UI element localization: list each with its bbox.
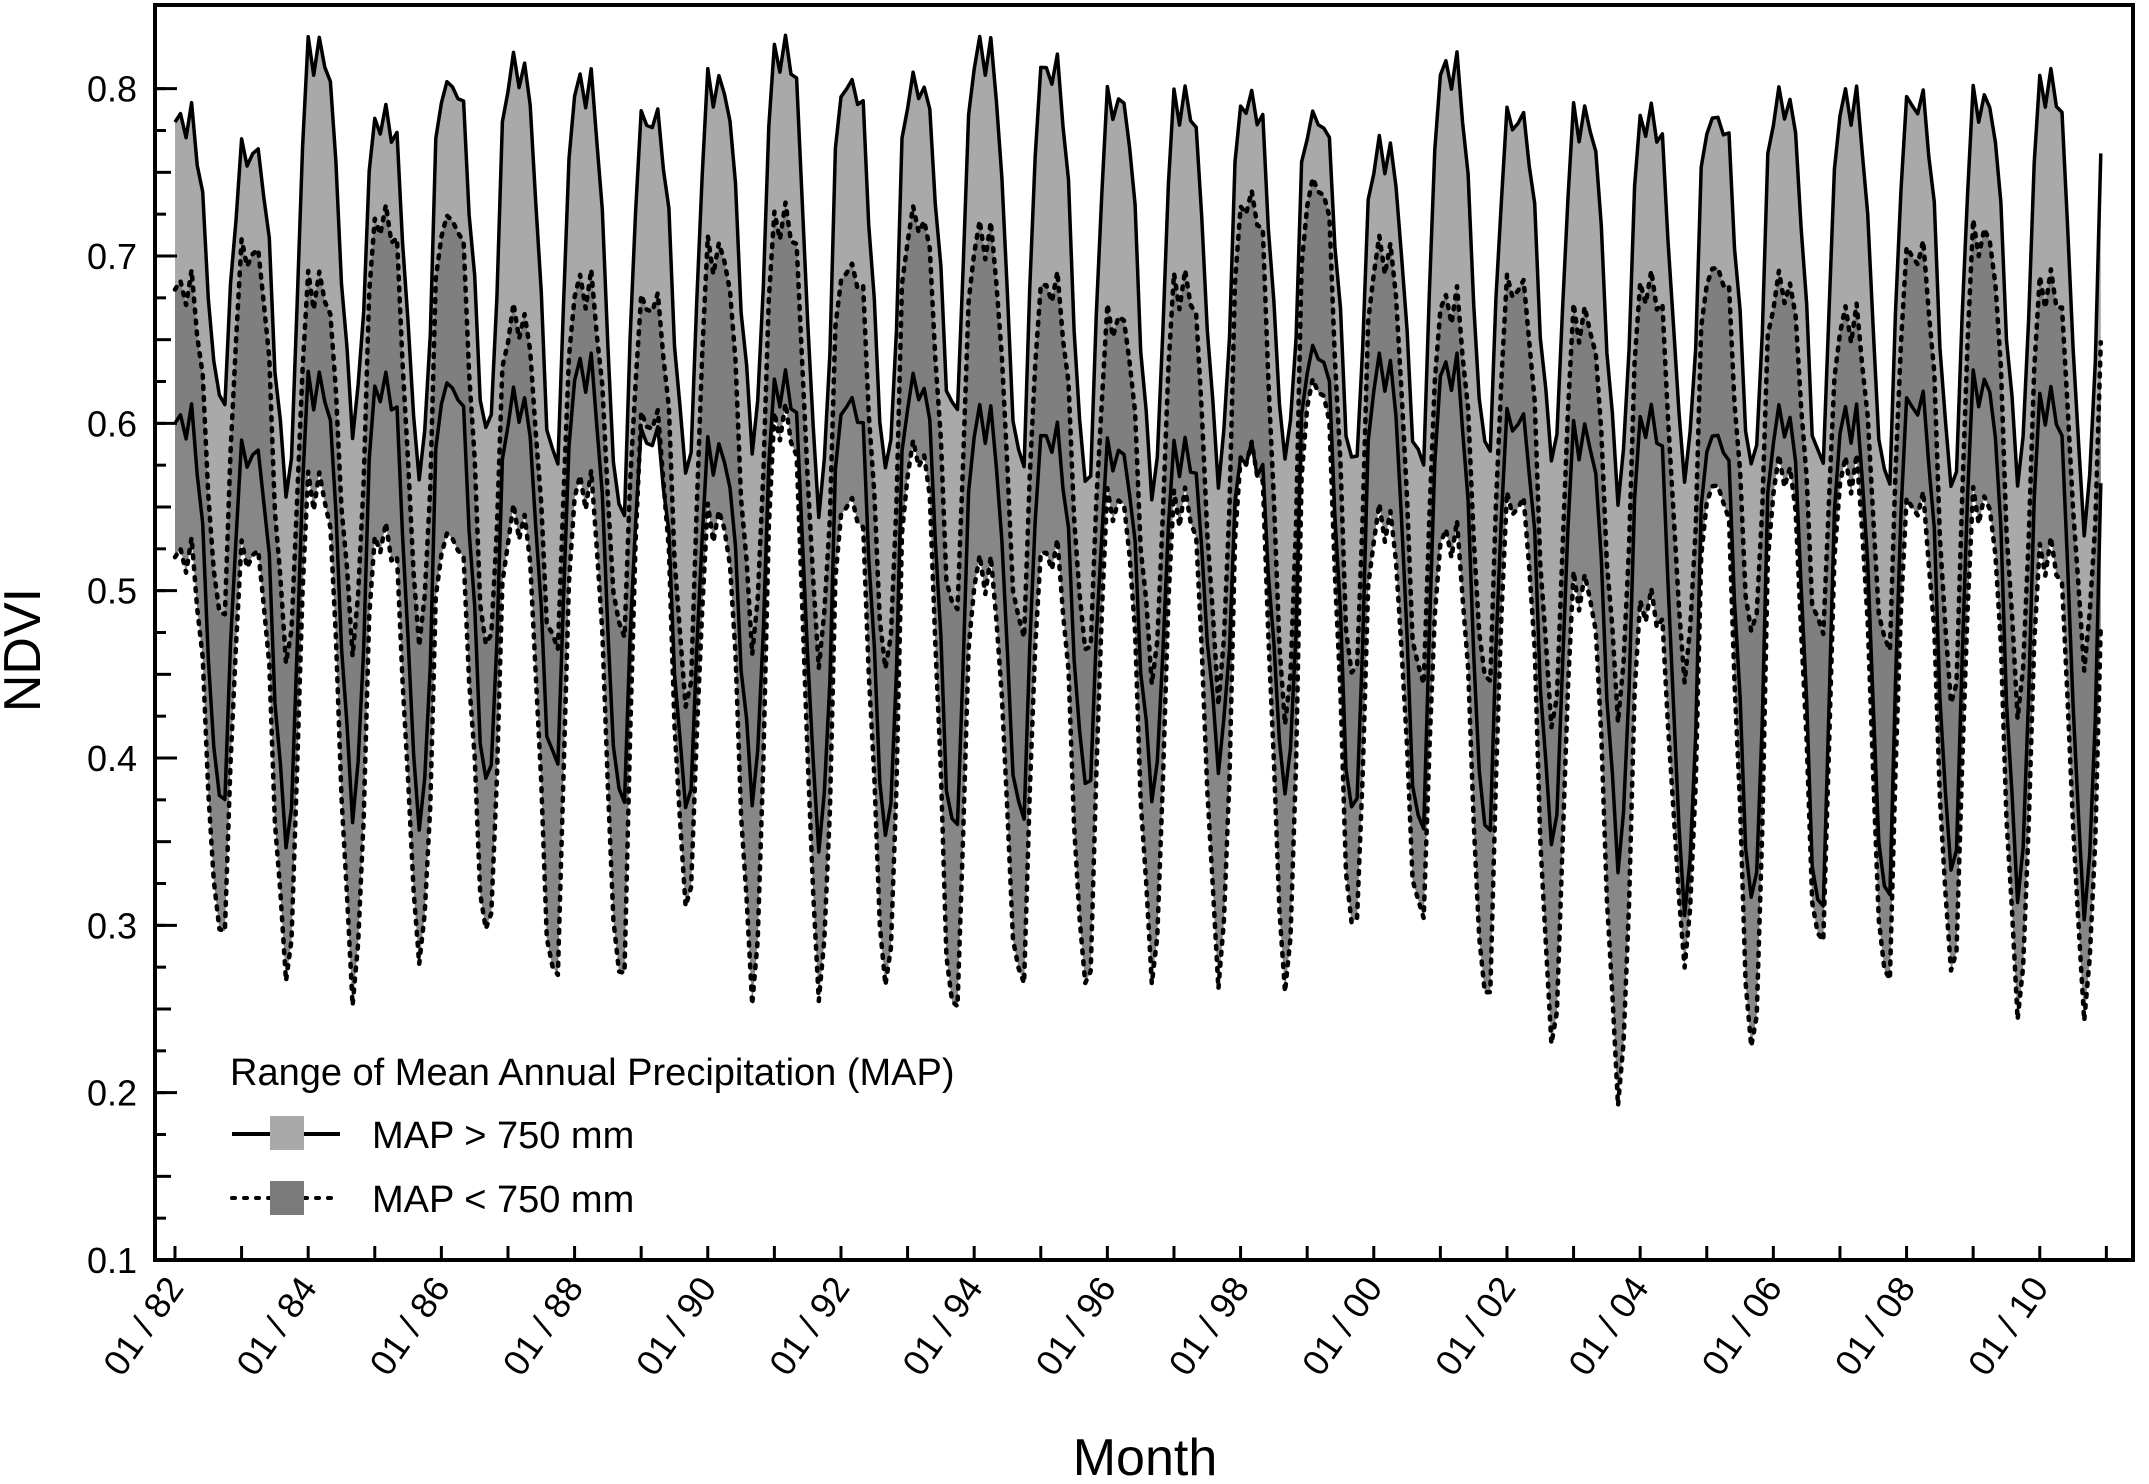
line-map-high-upper <box>173 33 2103 538</box>
x-tick-label: 01 / 84 <box>228 1269 325 1383</box>
x-axis-label: Month <box>1073 1429 1218 1484</box>
y-tick-label: 0.7 <box>87 236 137 277</box>
legend-swatch-map-low <box>270 1181 304 1215</box>
x-tick-label: 01 / 04 <box>1560 1269 1657 1383</box>
x-axis-ticks: 01 / 82 01 / 84 01 / 86 01 / 88 01 / 90 01 / … <box>95 1246 2108 1383</box>
y-tick-label: 0.3 <box>87 905 137 946</box>
x-tick-label: 01 / 00 <box>1294 1269 1391 1383</box>
line-map-low-upper <box>172 175 2104 730</box>
y-tick-label: 0.2 <box>87 1073 137 1114</box>
x-tick-label: 01 / 82 <box>95 1269 192 1383</box>
x-tick-label: 01 / 96 <box>1027 1269 1124 1383</box>
y-tick-label: 0.1 <box>87 1240 137 1281</box>
x-tick-label: 01 / 10 <box>1960 1269 2057 1383</box>
line-map-low-lower <box>172 376 2104 1109</box>
y-tick-label: 0.5 <box>87 571 137 612</box>
y-axis-label: NDVI <box>0 588 52 712</box>
x-tick-label: 01 / 98 <box>1160 1269 1257 1383</box>
legend-label-map-low: MAP < 750 mm <box>372 1179 634 1221</box>
legend-label-map-high: MAP > 750 mm <box>372 1115 634 1157</box>
y-tick-label: 0.6 <box>87 403 137 444</box>
y-tick-label: 0.4 <box>87 738 137 779</box>
x-tick-label: 01 / 88 <box>494 1269 591 1383</box>
y-axis-ticks: 0.1 0.2 0.3 0.4 0.5 0.6 0.7 0.8 <box>87 69 177 1281</box>
x-tick-label: 01 / 06 <box>1693 1269 1790 1383</box>
x-tick-label: 01 / 86 <box>361 1269 458 1383</box>
legend-swatch-map-high <box>270 1116 304 1150</box>
legend: Range of Mean Annual Precipitation (MAP)… <box>230 1052 955 1221</box>
legend-title: Range of Mean Annual Precipitation (MAP) <box>230 1052 955 1094</box>
y-tick-label: 0.8 <box>87 69 137 110</box>
x-tick-label: 01 / 08 <box>1826 1269 1923 1383</box>
x-tick-label: 01 / 94 <box>894 1269 991 1383</box>
x-tick-label: 01 / 92 <box>761 1269 858 1383</box>
x-tick-label: 01 / 90 <box>628 1269 725 1383</box>
ndvi-boundary-lines <box>172 33 2104 1109</box>
x-tick-label: 01 / 02 <box>1427 1269 1524 1383</box>
band-map-high <box>175 35 2101 920</box>
line-map-high-lower <box>173 343 2103 922</box>
